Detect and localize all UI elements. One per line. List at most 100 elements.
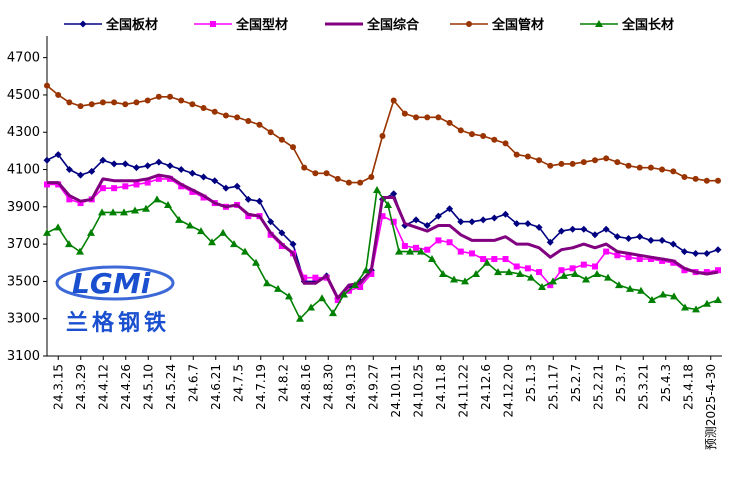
data-point <box>603 155 610 162</box>
legend-label: 全国长材 <box>621 17 674 33</box>
data-point <box>66 196 73 203</box>
data-point <box>468 250 475 257</box>
data-point <box>200 173 208 181</box>
data-point <box>692 305 700 313</box>
data-point <box>502 210 510 218</box>
series-1 <box>43 151 722 302</box>
legend-item: 全国板材 <box>64 17 158 33</box>
data-point <box>255 197 263 205</box>
data-point <box>412 216 420 224</box>
data-point <box>571 269 579 277</box>
data-point <box>703 269 710 276</box>
data-point <box>122 101 129 108</box>
data-point <box>188 169 196 177</box>
data-point <box>178 183 185 190</box>
data-point <box>144 162 152 170</box>
lgmi-logo: LGMi 兰格钢铁 <box>55 265 175 336</box>
data-point <box>580 261 587 268</box>
data-point <box>144 97 151 104</box>
data-point <box>189 101 196 108</box>
data-point <box>368 173 375 180</box>
data-point <box>222 112 229 119</box>
data-point <box>502 256 509 263</box>
data-point <box>401 110 408 117</box>
data-point <box>659 257 666 264</box>
data-point <box>491 136 498 143</box>
x-tick-label: 24.8.16 <box>299 364 313 410</box>
data-point <box>44 82 50 89</box>
data-point <box>557 227 565 235</box>
data-point <box>77 171 85 179</box>
y-tick-label: 4700 <box>7 51 40 66</box>
data-point <box>435 237 442 244</box>
x-tick-label: 24.6.7 <box>186 364 200 402</box>
data-point <box>88 101 95 108</box>
x-tick-label: 24.6.21 <box>209 364 223 410</box>
data-point <box>329 309 337 317</box>
x-tick-label: 24.11.8 <box>434 364 448 410</box>
data-point <box>681 267 688 274</box>
data-point <box>648 296 656 304</box>
data-point <box>636 164 643 171</box>
logo-swoosh <box>55 265 175 301</box>
data-point <box>88 167 96 175</box>
x-tick-label: 24.4.12 <box>96 364 110 410</box>
data-point <box>109 208 117 216</box>
data-point <box>189 188 196 195</box>
data-point <box>99 185 106 192</box>
data-point <box>200 194 207 201</box>
data-point <box>111 185 118 192</box>
y-tick-label: 4300 <box>7 125 40 140</box>
data-point <box>362 266 370 274</box>
data-point <box>715 177 721 184</box>
data-point <box>446 239 453 246</box>
x-tick-label: 24.5.24 <box>164 364 178 410</box>
legend-label: 全国型材 <box>235 17 288 33</box>
data-point <box>703 177 710 184</box>
data-point <box>208 238 216 246</box>
data-point <box>446 205 454 213</box>
data-point <box>77 200 84 207</box>
data-point <box>602 225 610 233</box>
data-point <box>252 258 260 266</box>
y-tick-label: 3500 <box>7 274 40 289</box>
y-tick-label: 4500 <box>7 88 40 103</box>
data-point <box>234 114 241 121</box>
data-point <box>219 228 227 236</box>
y-tick-label: 3100 <box>7 349 40 364</box>
data-point <box>647 164 654 171</box>
data-point <box>636 233 644 241</box>
data-point <box>395 247 403 255</box>
legend-item: 全国管材 <box>450 17 544 33</box>
data-point <box>120 208 128 216</box>
data-point <box>461 277 469 285</box>
data-point <box>692 249 700 257</box>
data-point <box>490 214 498 222</box>
data-point <box>513 220 521 228</box>
data-point <box>289 240 297 248</box>
x-tick-label: 25.4.3 <box>659 364 673 402</box>
data-point <box>390 190 398 198</box>
data-point <box>670 259 677 266</box>
data-point <box>647 256 654 263</box>
x-tick-label: 24.8.30 <box>321 364 335 410</box>
x-tick-label: 24.9.27 <box>366 364 380 410</box>
data-point <box>166 162 174 170</box>
data-point <box>513 263 520 270</box>
x-tick-label: 25.3.7 <box>614 364 628 402</box>
x-tick-label: 24.10.11 <box>389 364 403 417</box>
x-tick-label: 24.7.5 <box>231 364 245 402</box>
data-point <box>659 166 666 173</box>
data-point <box>301 164 308 171</box>
data-point <box>614 159 621 166</box>
data-point <box>144 179 151 186</box>
data-point <box>580 225 588 233</box>
data-point <box>524 153 531 160</box>
data-point <box>468 131 475 138</box>
x-tick-label: 25.2.21 <box>591 364 605 410</box>
data-point <box>659 290 667 298</box>
data-point <box>603 248 610 255</box>
data-point <box>267 129 274 136</box>
x-tick-label: 24.3.15 <box>51 364 65 410</box>
data-point <box>446 119 453 126</box>
